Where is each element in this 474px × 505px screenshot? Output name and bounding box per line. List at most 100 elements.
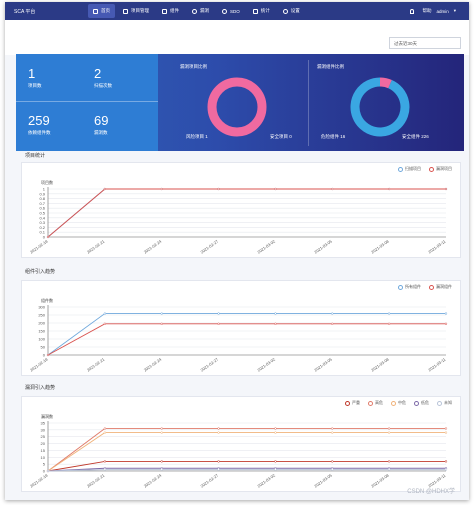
pie-slice (350, 77, 410, 137)
legend-item[interactable]: 高危 (368, 400, 383, 406)
data-point[interactable] (444, 427, 448, 430)
nav-item-settings[interactable]: 设置 (278, 4, 305, 18)
legend-dot (391, 400, 396, 406)
x-tick-label: 2021-03-11 (427, 356, 447, 372)
bell-icon[interactable] (410, 8, 415, 14)
data-point[interactable] (217, 427, 220, 430)
data-point[interactable] (46, 469, 50, 473)
series-line (47, 467, 446, 472)
date-range-select[interactable]: 过去近30天 (389, 37, 461, 49)
data-point[interactable] (331, 431, 334, 434)
legend-dot (414, 400, 419, 406)
data-point[interactable] (274, 460, 277, 463)
nav-item-vulns[interactable]: 漏洞 (187, 4, 214, 18)
data-point[interactable] (160, 312, 163, 315)
chevron-down-icon[interactable]: ▾ (453, 8, 456, 13)
data-point[interactable] (217, 460, 220, 463)
data-point[interactable] (160, 322, 163, 325)
data-point[interactable] (444, 322, 448, 325)
help-link[interactable]: 帮助 (422, 8, 432, 13)
data-point[interactable] (331, 468, 334, 471)
data-point[interactable] (387, 460, 391, 463)
data-point[interactable] (444, 312, 448, 315)
legend-item[interactable]: 中危 (391, 400, 406, 406)
y-tick-label: 0 (43, 235, 46, 240)
nav-item-projects[interactable]: 项目管理 (118, 4, 154, 18)
pie-title: 漏洞项目比例 (180, 64, 207, 69)
data-point[interactable] (387, 427, 391, 430)
legend-label: 所有组件 (405, 284, 421, 289)
data-point[interactable] (103, 322, 107, 325)
data-point[interactable] (387, 187, 391, 191)
nav-item-sdo[interactable]: SDO (217, 4, 245, 18)
data-point[interactable] (274, 322, 277, 325)
chart-title: 组件引入趋势 (25, 269, 56, 275)
data-point[interactable] (217, 431, 220, 434)
data-point[interactable] (217, 322, 220, 325)
data-point[interactable] (274, 187, 277, 191)
data-point[interactable] (387, 468, 391, 471)
data-point[interactable] (46, 353, 50, 357)
legend-label: 低危 (421, 400, 429, 405)
nav-item-components[interactable]: 组件 (157, 4, 184, 18)
y-tick-label: 0.7 (39, 201, 45, 206)
chart-title: 项目统计 (25, 153, 46, 159)
stat-vulns: 69 漏洞数 (94, 114, 108, 136)
data-point[interactable] (160, 431, 163, 434)
data-point[interactable] (444, 468, 448, 471)
nav-label: 首页 (101, 8, 110, 13)
data-point[interactable] (46, 235, 50, 239)
data-point[interactable] (331, 187, 334, 191)
legend-item[interactable]: 所有组件 (398, 284, 421, 290)
data-point[interactable] (274, 468, 277, 471)
data-point[interactable] (274, 431, 277, 434)
nav-label: 设置 (290, 8, 300, 13)
data-point[interactable] (444, 431, 448, 434)
nav-label: SDO (230, 8, 240, 14)
x-tick-label: 2021-03-08 (370, 472, 390, 488)
data-point[interactable] (160, 468, 163, 471)
nav-item-home[interactable]: 首页 (88, 4, 115, 18)
data-point[interactable] (331, 427, 334, 430)
data-point[interactable] (103, 468, 107, 471)
data-point[interactable] (103, 187, 107, 191)
data-point[interactable] (103, 312, 107, 315)
data-point[interactable] (331, 312, 334, 315)
line-chart-projects: 00.10.20.30.40.50.60.70.80.91 2021-02-18 2… (29, 187, 448, 255)
data-point[interactable] (217, 468, 220, 471)
legend-item[interactable]: 未知 (437, 400, 452, 406)
data-point[interactable] (160, 427, 163, 430)
legend-item[interactable]: 漏洞项目 (429, 166, 452, 172)
data-point[interactable] (160, 460, 163, 463)
data-point[interactable] (160, 187, 163, 191)
chart-panel-vulns: 严重 高危 中危 低危 未知 漏洞数 0 5 10 15 20 25 30 35 2021-02… (21, 396, 461, 492)
data-point[interactable] (103, 431, 107, 434)
divider (308, 60, 309, 146)
data-point[interactable] (387, 312, 391, 315)
data-point[interactable] (444, 187, 448, 191)
legend-item[interactable]: 扫描项目 (398, 166, 421, 172)
y-tick-label: 10 (41, 455, 46, 460)
data-point[interactable] (217, 187, 220, 191)
legend-item[interactable]: 严重 (345, 400, 360, 406)
user-name[interactable]: admin (436, 8, 449, 14)
data-point[interactable] (387, 431, 391, 434)
legend-item[interactable]: 低危 (414, 400, 429, 406)
brand-logo[interactable]: SCA 平台 (14, 9, 36, 15)
y-tick-label: 250 (38, 313, 45, 318)
data-point[interactable] (387, 322, 391, 325)
nav-item-stats[interactable]: 统计 (248, 4, 275, 18)
nav-label: 统计 (260, 8, 270, 13)
data-point[interactable] (103, 427, 107, 430)
x-tick-label: 2021-02-18 (29, 356, 49, 372)
legend-label: 严重 (352, 400, 360, 405)
stat-dependencies: 259 依赖组件数 (28, 114, 51, 136)
data-point[interactable] (103, 460, 107, 463)
data-point[interactable] (217, 312, 220, 315)
data-point[interactable] (274, 427, 277, 430)
legend-item[interactable]: 漏洞组件 (429, 284, 452, 290)
data-point[interactable] (274, 312, 277, 315)
data-point[interactable] (331, 460, 334, 463)
data-point[interactable] (444, 460, 448, 463)
data-point[interactable] (331, 322, 334, 325)
